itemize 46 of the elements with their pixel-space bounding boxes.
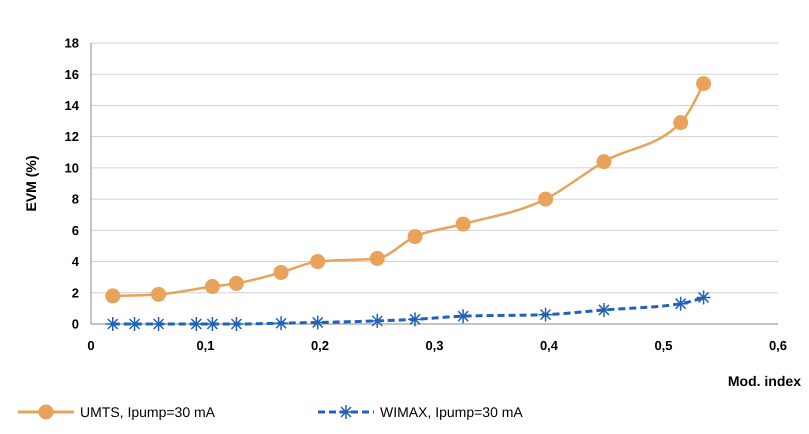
point: [696, 290, 712, 306]
x-tick-label: 0,3: [425, 338, 444, 353]
y-tick-label: 2: [72, 285, 79, 300]
y-tick-label: 6: [72, 222, 79, 238]
point: [274, 264, 289, 280]
point: [538, 306, 554, 322]
point: [538, 192, 554, 207]
point: [105, 316, 121, 332]
x-axis-title: Mod. index: [728, 373, 802, 389]
point: [150, 316, 166, 332]
point: [408, 229, 423, 244]
y-tick-label: 4: [72, 254, 80, 270]
y-tick-label: 18: [64, 36, 79, 51]
point: [596, 302, 612, 318]
y-axis-title: EVM (%): [23, 156, 39, 212]
point: [273, 315, 289, 331]
legend-label: WIMAX, Ipump=30 mA: [380, 404, 524, 420]
y-tick-label: 14: [64, 98, 80, 113]
y-tick-label: 16: [64, 66, 79, 82]
y-tick-label: 0: [72, 316, 79, 332]
y-tick-label: 10: [64, 160, 79, 176]
point: [105, 288, 120, 304]
x-tick-label: 0,2: [310, 338, 330, 353]
point: [407, 312, 423, 328]
point: [151, 286, 166, 302]
point: [228, 316, 244, 332]
x-tick-label: 0,4: [540, 338, 559, 353]
point: [696, 76, 712, 92]
x-tick-label: 0: [87, 338, 95, 353]
point: [370, 313, 385, 329]
y-tick-label: 12: [64, 129, 79, 144]
point: [456, 216, 471, 232]
point: [672, 296, 688, 312]
legend-label: UMTS, Ipump=30 mA: [80, 404, 216, 420]
point: [204, 279, 220, 294]
point: [310, 314, 326, 330]
point: [370, 250, 385, 266]
point: [310, 254, 326, 270]
point: [596, 154, 612, 170]
y-tick-label: 8: [72, 192, 79, 207]
x-tick-label: 0,6: [768, 338, 788, 353]
point: [228, 276, 244, 291]
point: [204, 316, 220, 332]
x-tick-label: 0,5: [654, 338, 673, 353]
point: [673, 115, 688, 130]
x-tick-label: 0,1: [196, 338, 215, 353]
